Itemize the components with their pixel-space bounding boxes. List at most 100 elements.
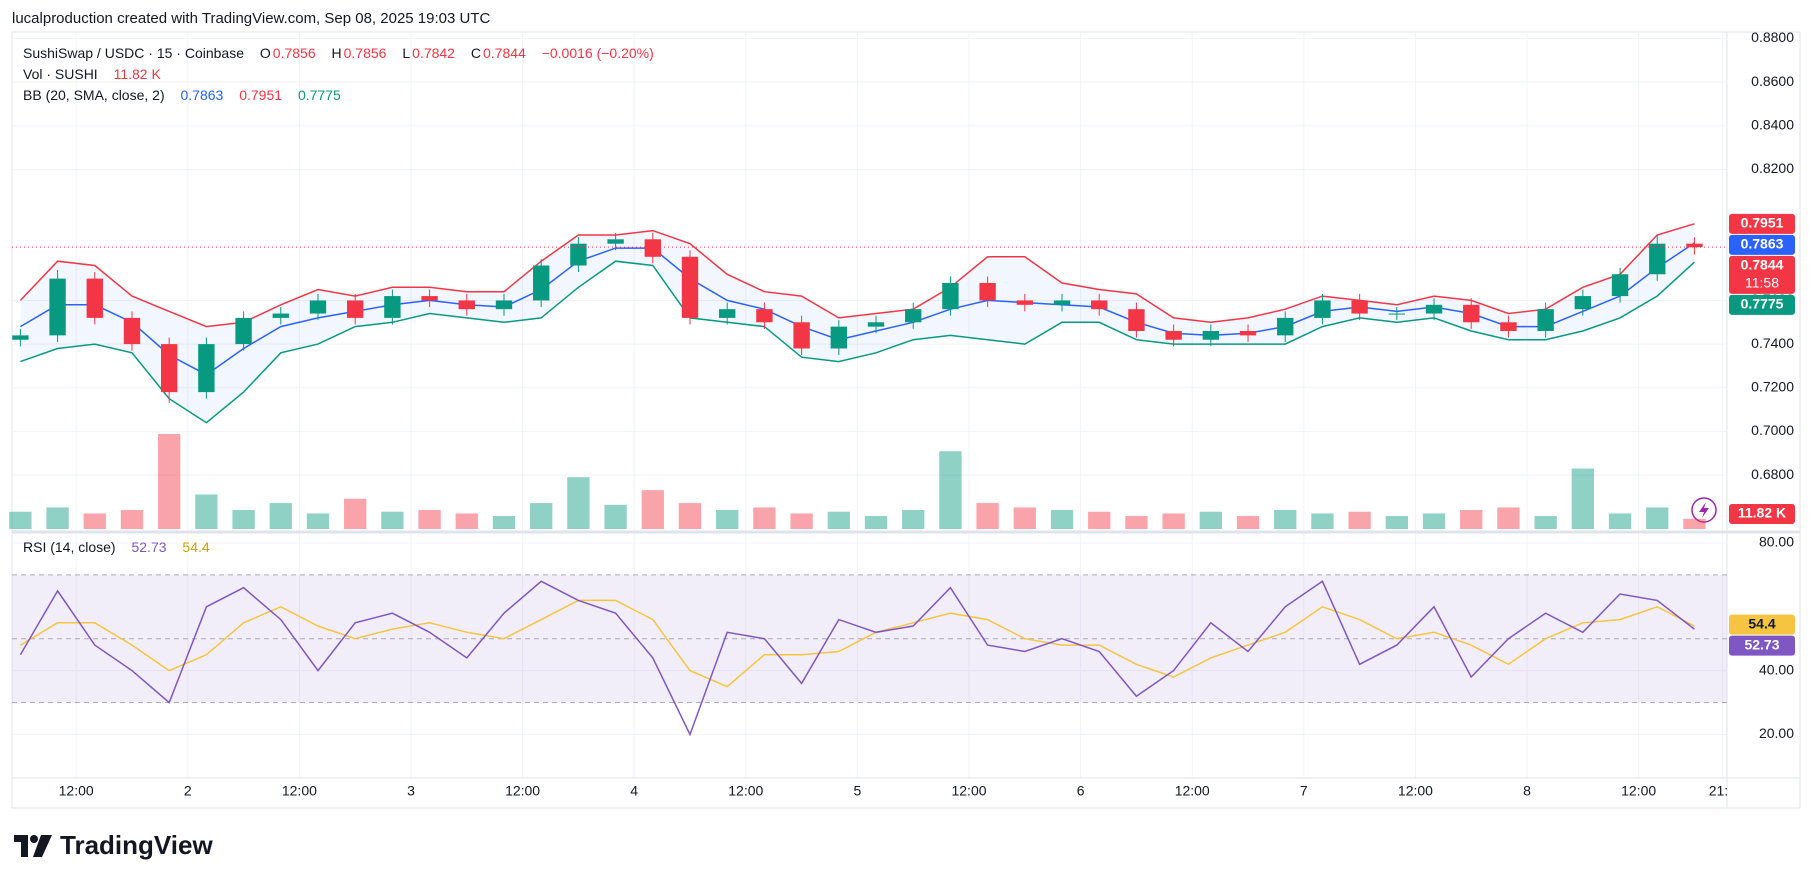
x-tick-label: 8 [1523, 783, 1531, 799]
rsi-legend: RSI (14, close) 52.73 54.4 [23, 539, 212, 555]
lightning-icon[interactable] [1691, 497, 1717, 523]
volume-bar [1422, 513, 1446, 529]
volume-bar [1571, 468, 1595, 529]
candle-body [867, 322, 885, 327]
candle-body [384, 296, 401, 318]
candle-body [49, 278, 66, 336]
volume-bar [1683, 518, 1706, 529]
price-badge [1729, 213, 1795, 234]
volume-bar [976, 503, 999, 529]
rsi-ma-value: 54.4 [182, 539, 210, 555]
volume-bar [864, 516, 888, 529]
candle-body [1425, 304, 1443, 314]
price-badge-label: 0.7863 [1741, 236, 1784, 252]
x-tick-label: 12:00 [59, 783, 94, 799]
candle-body [86, 278, 103, 318]
volume-legend: Vol · SUSHI 11.82 K [23, 66, 163, 82]
volume-bar [1013, 507, 1036, 529]
volume-bar [604, 504, 627, 529]
candle-body [123, 317, 141, 345]
volume-bar [530, 503, 553, 529]
rsi-value: 52.73 [131, 539, 167, 555]
x-tick-label: 2 [184, 783, 192, 799]
o-label: O [259, 45, 271, 61]
candle-body [160, 344, 178, 393]
candle-body [1686, 243, 1703, 248]
bb-legend: BB (20, SMA, close, 2) 0.7863 0.7951 0.7… [23, 87, 343, 103]
volume-bar [1050, 510, 1074, 529]
candle-body [681, 256, 699, 318]
volume-bar [9, 511, 32, 529]
bb-upper [19, 223, 1695, 328]
volume-bar [1534, 516, 1557, 529]
volume-bar [46, 507, 69, 529]
y-tick-label: 0.8600 [1751, 73, 1794, 89]
x-tick-label: 7 [1300, 783, 1308, 799]
y-tick-label: 0.7000 [1751, 422, 1794, 438]
price-badge [1729, 294, 1795, 315]
volume-value: 11.82 K [113, 66, 161, 82]
candle-body [198, 344, 215, 393]
volume-bar [492, 516, 516, 529]
candle-body [12, 335, 29, 340]
x-tick-label: 12:00 [1175, 783, 1210, 799]
y-tick-label: 40.00 [1759, 661, 1794, 677]
volume-bar [381, 511, 404, 529]
attribution: lucalproduction created with TradingView… [12, 10, 491, 27]
price-badge-label: 54.4 [1748, 615, 1775, 631]
volume-bar [1311, 513, 1334, 529]
candle-body [1351, 300, 1368, 314]
volume-bar [455, 513, 478, 529]
h-label: H [331, 45, 342, 61]
low: 0.7842 [412, 45, 455, 61]
y-tick-label: 0.8200 [1751, 160, 1794, 176]
x-tick-label: 3 [407, 783, 415, 799]
candle-body [1239, 331, 1257, 336]
volume-bar [120, 510, 144, 529]
candle-body [1165, 331, 1182, 340]
candle-body [644, 239, 661, 257]
candle-body [1091, 300, 1108, 310]
candle-body [1611, 274, 1629, 297]
rsi-line [20, 599, 1695, 688]
candle-body [1053, 300, 1071, 305]
candle-body [979, 282, 996, 301]
volume-bar [1088, 511, 1111, 529]
countdown-label: 11:58 [1745, 275, 1779, 291]
volume-bar [269, 503, 292, 529]
volume-bar [1608, 513, 1632, 529]
volume-badge [1729, 504, 1795, 524]
branding: TradingView [14, 830, 213, 861]
volume-title: Vol · SUSHI [23, 66, 98, 82]
candle-body [495, 300, 513, 310]
y-tick-label: 0.8400 [1751, 117, 1794, 133]
price-badge [1729, 635, 1795, 656]
bb-lower-value: 0.7775 [297, 87, 341, 103]
volume-bar [1236, 516, 1260, 529]
candle-body [1128, 309, 1145, 332]
x-tick-label: 12:00 [951, 783, 986, 799]
price-badge-label: 0.7775 [1741, 296, 1784, 312]
candle-body [1016, 300, 1034, 305]
x-tick-label: 12:00 [1398, 783, 1433, 799]
candle-body [1314, 300, 1331, 318]
x-tick-label: 4 [630, 783, 638, 799]
x-tick-label: 12:00 [282, 783, 317, 799]
volume-bar [344, 498, 367, 529]
volume-bar [1646, 507, 1669, 529]
candle-body [905, 309, 922, 323]
rsi-line [19, 580, 1695, 737]
change: −0.0016 (−0.20%) [541, 45, 654, 61]
volume-bar [1385, 516, 1408, 529]
open: 0.7856 [272, 45, 316, 61]
x-tick-label: 21:0 [1709, 783, 1736, 799]
volume-bar [306, 513, 330, 529]
candle-body [1574, 296, 1592, 310]
symbol: SushiSwap / USDC · 15 · Coinbase [23, 45, 244, 61]
candle-body [1202, 331, 1220, 340]
volume-bar [158, 434, 181, 529]
candle-body [458, 300, 475, 310]
x-tick-label: 6 [1077, 783, 1085, 799]
